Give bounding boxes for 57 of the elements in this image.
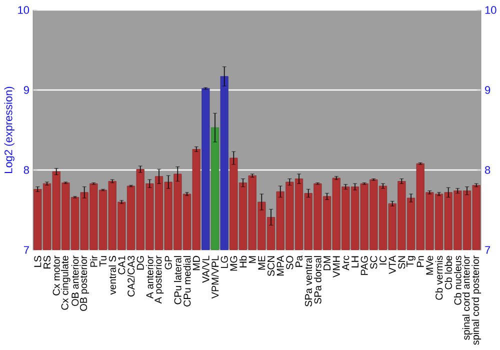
x-tick-label: MG bbox=[230, 256, 238, 271]
x-tick-label: CA2/CA3 bbox=[127, 256, 135, 296]
y2-tick-label: 8 bbox=[485, 166, 490, 174]
x-tick-label: Tg bbox=[406, 256, 416, 267]
y-tick-label: 9 bbox=[24, 86, 29, 94]
x-tick-label: LG bbox=[220, 256, 228, 268]
x-tick-label: IC bbox=[379, 256, 387, 264]
y2-tick-label: 7 bbox=[485, 246, 490, 254]
x-tick-label: PAG bbox=[360, 256, 368, 275]
x-tick-label: Cx motor bbox=[52, 256, 60, 296]
x-tick-label: ME bbox=[258, 256, 266, 270]
y-tick-label: 10 bbox=[18, 6, 30, 14]
y2-tick-label: 9 bbox=[485, 86, 490, 94]
x-tick-label: Pir bbox=[90, 256, 98, 267]
x-tick-label: DG bbox=[136, 256, 144, 270]
x-tick-label: SN bbox=[398, 256, 406, 269]
x-tick-label: Cx cingulate bbox=[61, 256, 70, 310]
x-tick-label: MD bbox=[192, 256, 200, 270]
x-tick-label: SCN bbox=[267, 256, 275, 276]
x-tick-label: OB posterior bbox=[80, 256, 89, 311]
y-axis-title: Log2 (expression) bbox=[4, 86, 14, 173]
x-tick-label: SC bbox=[370, 256, 378, 269]
x-tick-label: GP bbox=[164, 256, 172, 270]
x-tick-label: RS bbox=[43, 256, 51, 268]
x-tick-label: MPA bbox=[276, 255, 284, 276]
y-tick-label: 8 bbox=[24, 166, 29, 174]
x-tick-label: CPu medial bbox=[183, 256, 191, 306]
x-tick-label: MVe bbox=[426, 256, 434, 275]
x-tick-label: spinal cord posterior bbox=[472, 256, 481, 345]
x-tick-label: SO bbox=[286, 256, 294, 270]
x-tick-label: CPu lateral bbox=[174, 256, 182, 304]
y-tick-label: 7 bbox=[24, 246, 29, 254]
x-tick-label: LH bbox=[352, 256, 358, 268]
x-tick-label: LS bbox=[34, 256, 42, 267]
x-tick-label: M bbox=[248, 256, 256, 263]
x-tick-label: VPM/VPL bbox=[211, 256, 219, 299]
x-tick-label: spinal cord anterior bbox=[462, 256, 472, 340]
y2-tick-label: 10 bbox=[485, 6, 496, 14]
x-tick-label: VTA bbox=[388, 255, 396, 274]
x-tick-label: A anterior bbox=[146, 256, 154, 299]
x-tick-label: Hb bbox=[239, 256, 247, 268]
x-tick-label: Pn bbox=[416, 256, 424, 267]
x-tick-label: SPa dorsal bbox=[314, 256, 322, 304]
x-tick-label: A posterior bbox=[154, 256, 164, 304]
x-tick-label: SPa ventral bbox=[304, 256, 312, 306]
x-tick-label: Tu bbox=[100, 256, 106, 266]
x-tick-label: Cb nucleus bbox=[454, 256, 462, 305]
x-tick-label: OB anterior bbox=[71, 256, 79, 306]
x-tick-label: Cb vermis bbox=[435, 256, 443, 300]
x-tick-label: VA/VL bbox=[202, 256, 210, 283]
x-tick-label: VMH bbox=[332, 256, 340, 278]
x-tick-label: Arc bbox=[342, 256, 350, 270]
x-tick-label: DM bbox=[324, 256, 330, 270]
x-tick-label: ventral S bbox=[108, 256, 116, 295]
x-tick-label: Cb lobe bbox=[444, 256, 452, 290]
x-tick-label: Pa bbox=[296, 255, 302, 267]
x-tick-label: CA1 bbox=[118, 256, 126, 274]
